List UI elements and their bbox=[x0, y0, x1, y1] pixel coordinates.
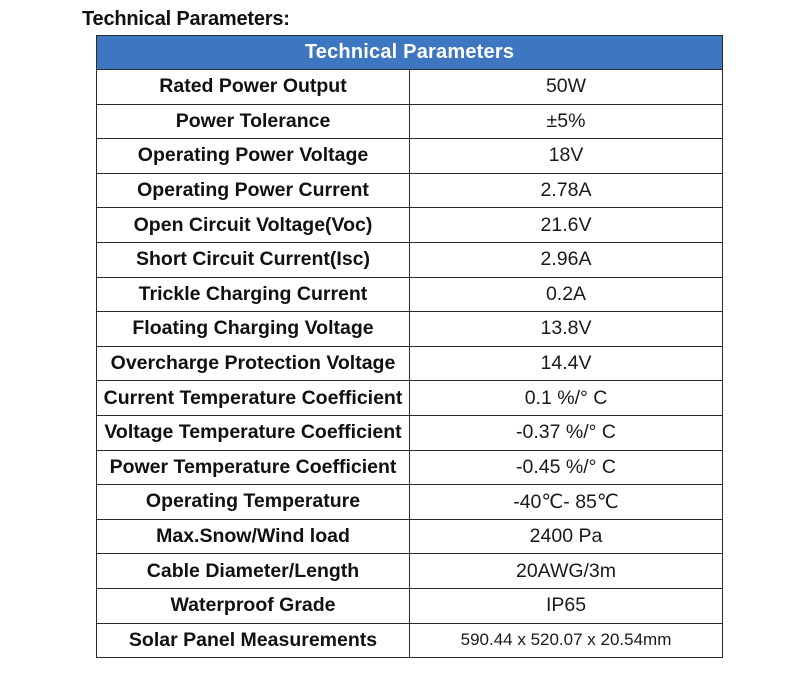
param-name: Solar Panel Measurements bbox=[96, 622, 410, 659]
table-row-max-snow-wind-load: Max.Snow/Wind load 2400 Pa bbox=[96, 518, 723, 555]
table-title: Technical Parameters bbox=[96, 35, 723, 70]
param-value: 2400 Pa bbox=[409, 518, 723, 555]
param-name: Cable Diameter/Length bbox=[96, 553, 410, 589]
technical-parameters-table: Technical Parameters Rated Power Output … bbox=[96, 35, 723, 659]
table-row-voltage-temperature-coefficient: Voltage Temperature Coefficient -0.37 %/… bbox=[96, 414, 723, 451]
param-name: Current Temperature Coefficient bbox=[96, 380, 410, 416]
param-value: -40℃- 85℃ bbox=[409, 484, 723, 520]
param-name: Operating Power Current bbox=[96, 172, 410, 209]
param-value: 13.8V bbox=[409, 311, 723, 347]
param-name: Waterproof Grade bbox=[96, 587, 410, 624]
table-row-power-temperature-coefficient: Power Temperature Coefficient -0.45 %/° … bbox=[96, 449, 723, 486]
table-row-operating-power-voltage: Operating Power Voltage 18V bbox=[96, 138, 723, 174]
param-name: Voltage Temperature Coefficient bbox=[96, 414, 410, 451]
param-name: Rated Power Output bbox=[96, 69, 410, 105]
table-row-trickle-charging-current: Trickle Charging Current 0.2A bbox=[96, 276, 723, 313]
param-value: 0.1 %/° C bbox=[409, 380, 723, 416]
param-name: Floating Charging Voltage bbox=[96, 311, 410, 347]
param-value: ±5% bbox=[409, 103, 723, 140]
param-name: Power Temperature Coefficient bbox=[96, 449, 410, 486]
param-value: 18V bbox=[409, 138, 723, 174]
param-value: -0.45 %/° C bbox=[409, 449, 723, 486]
table-header-row: Technical Parameters bbox=[96, 35, 723, 70]
table-row-waterproof-grade: Waterproof Grade IP65 bbox=[96, 587, 723, 624]
param-name: Overcharge Protection Voltage bbox=[96, 345, 410, 382]
table-row-floating-charging-voltage: Floating Charging Voltage 13.8V bbox=[96, 311, 723, 347]
table-row-short-circuit-current: Short Circuit Current(Isc) 2.96A bbox=[96, 241, 723, 278]
page-heading: Technical Parameters: bbox=[82, 8, 290, 30]
param-name: Open Circuit Voltage(Voc) bbox=[96, 207, 410, 243]
table-row-open-circuit-voltage: Open Circuit Voltage(Voc) 21.6V bbox=[96, 207, 723, 243]
param-value: 20AWG/3m bbox=[409, 553, 723, 589]
param-value: 590.44 x 520.07 x 20.54mm bbox=[409, 622, 723, 659]
table-row-operating-temperature: Operating Temperature -40℃- 85℃ bbox=[96, 484, 723, 520]
param-value: 2.78A bbox=[409, 172, 723, 209]
param-value: 14.4V bbox=[409, 345, 723, 382]
param-value: 0.2A bbox=[409, 276, 723, 313]
param-value: 50W bbox=[409, 69, 723, 105]
param-name: Trickle Charging Current bbox=[96, 276, 410, 313]
table-row-cable-diameter-length: Cable Diameter/Length 20AWG/3m bbox=[96, 553, 723, 589]
table-row-operating-power-current: Operating Power Current 2.78A bbox=[96, 172, 723, 209]
param-value: 2.96A bbox=[409, 241, 723, 278]
param-name: Operating Power Voltage bbox=[96, 138, 410, 174]
param-value: 21.6V bbox=[409, 207, 723, 243]
table-row-solar-panel-measurements: Solar Panel Measurements 590.44 x 520.07… bbox=[96, 622, 723, 659]
table-row-current-temperature-coefficient: Current Temperature Coefficient 0.1 %/° … bbox=[96, 380, 723, 416]
param-name: Operating Temperature bbox=[96, 484, 410, 520]
param-name: Max.Snow/Wind load bbox=[96, 518, 410, 555]
table-row-power-tolerance: Power Tolerance ±5% bbox=[96, 103, 723, 140]
param-name: Short Circuit Current(Isc) bbox=[96, 241, 410, 278]
param-name: Power Tolerance bbox=[96, 103, 410, 140]
param-value: IP65 bbox=[409, 587, 723, 624]
table-row-rated-power-output: Rated Power Output 50W bbox=[96, 69, 723, 105]
table-row-overcharge-protection-voltage: Overcharge Protection Voltage 14.4V bbox=[96, 345, 723, 382]
param-value: -0.37 %/° C bbox=[409, 414, 723, 451]
